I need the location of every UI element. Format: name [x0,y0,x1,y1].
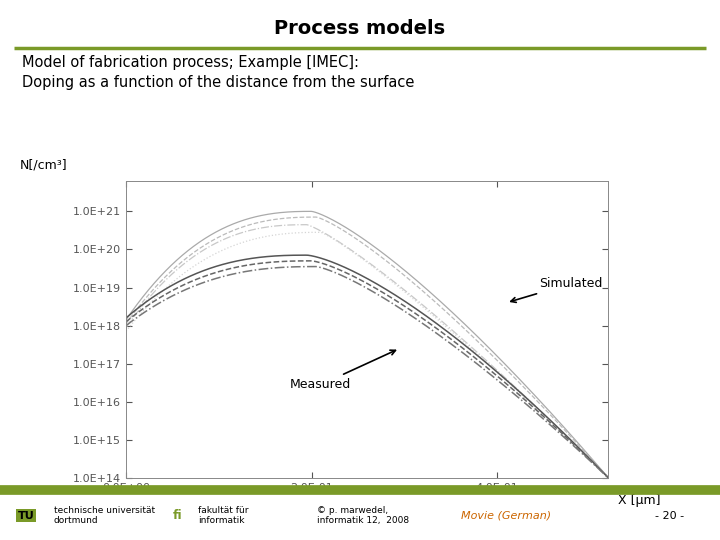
Text: Movie (German): Movie (German) [461,511,551,521]
Text: fi: fi [173,509,182,522]
Text: Simulated: Simulated [510,277,602,302]
Text: TU: TU [18,511,35,521]
Text: © p. marwedel,
informatik 12,  2008: © p. marwedel, informatik 12, 2008 [317,506,409,525]
Text: fakultät für
informatik: fakultät für informatik [198,506,248,525]
Text: N[/cm³]: N[/cm³] [20,159,68,172]
Text: technische universität
dortmund: technische universität dortmund [54,506,155,525]
Text: Process models: Process models [274,19,446,38]
Text: Measured: Measured [290,350,395,391]
Text: X [μm]: X [μm] [618,494,660,507]
Text: Model of fabrication process; Example [IMEC]:
Doping as a function of the distan: Model of fabrication process; Example [I… [22,55,414,90]
Text: - 20 -: - 20 - [655,511,684,521]
